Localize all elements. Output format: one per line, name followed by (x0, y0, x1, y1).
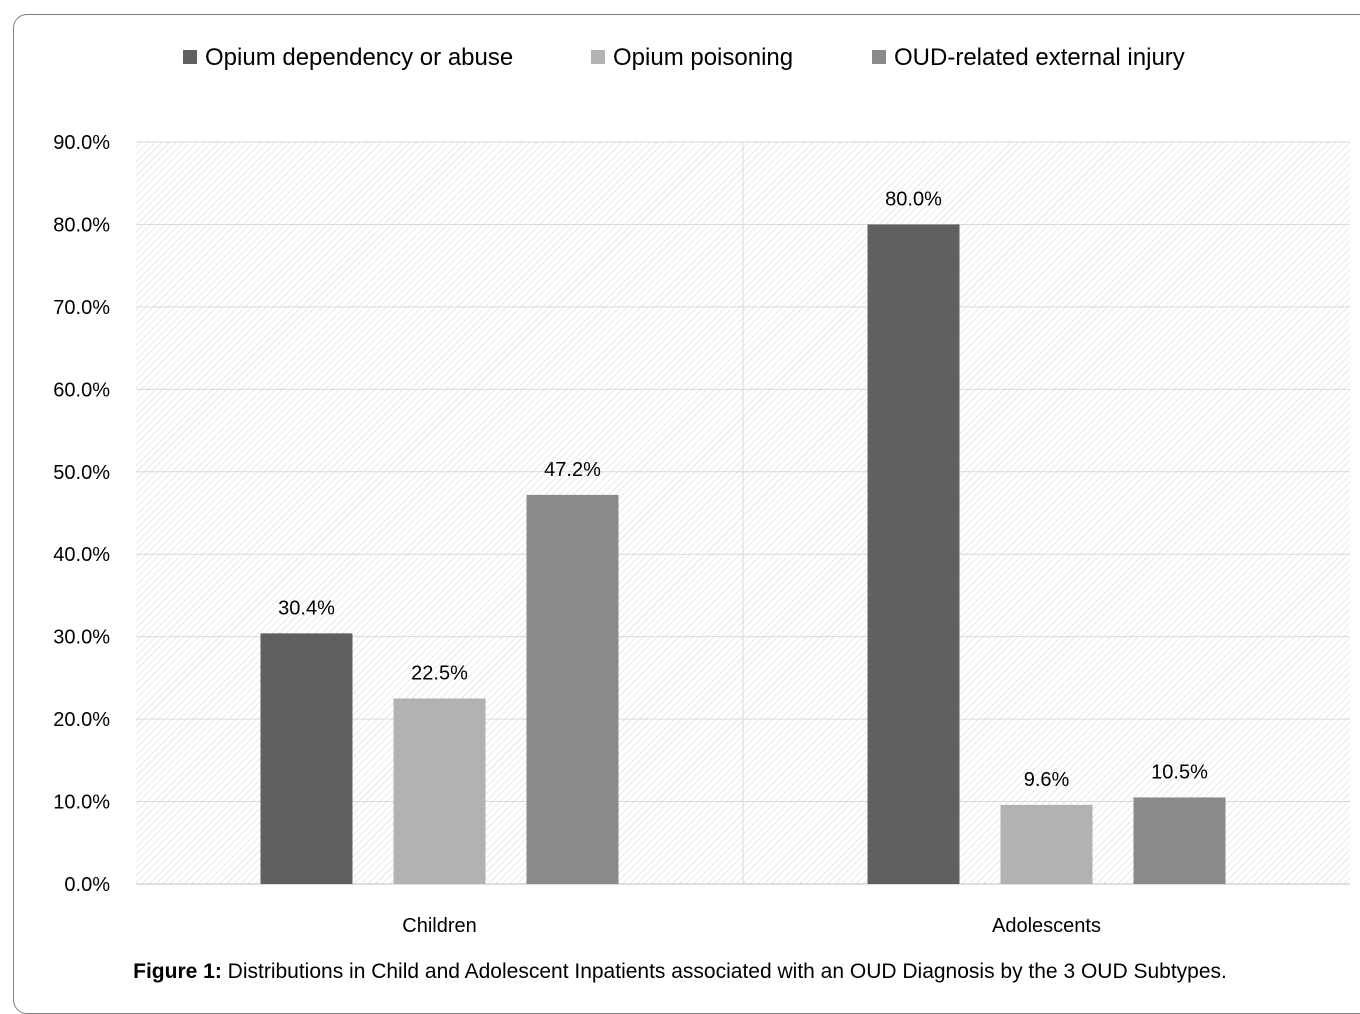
legend: Opium dependency or abuse Opium poisoning… (183, 44, 1185, 71)
x-axis-tick-labels: Children Adolescents (402, 915, 1101, 937)
y-tick-label: 70.0% (53, 297, 110, 319)
y-tick-label: 50.0% (53, 462, 110, 484)
y-tick-label: 20.0% (53, 709, 110, 731)
y-tick-label: 30.0% (53, 627, 110, 649)
y-tick-label: 60.0% (53, 379, 110, 401)
legend-label: Opium dependency or abuse (205, 44, 513, 71)
y-tick-label: 40.0% (53, 544, 110, 566)
legend-swatch (183, 50, 197, 64)
legend-swatch (872, 50, 886, 64)
x-tick-label: Children (402, 915, 476, 937)
bar-chart: 0.0% 10.0% 20.0% 30.0% 40.0% 50.0% 60.0% 70.0% 8… (53, 44, 1350, 937)
bar (867, 224, 960, 884)
legend-label: OUD-related external injury (894, 44, 1185, 71)
bars (260, 224, 1226, 884)
data-labels: 30.4% 22.5% 47.2% 80.0% 9.6% 10.5% (278, 188, 1208, 790)
legend-label: Opium poisoning (613, 44, 793, 71)
data-label: 10.5% (1151, 761, 1208, 783)
legend-swatch (591, 50, 605, 64)
x-tick-label: Adolescents (992, 915, 1101, 937)
y-tick-label: 90.0% (53, 132, 110, 154)
y-tick-label: 80.0% (53, 214, 110, 236)
data-label: 22.5% (411, 663, 468, 685)
y-axis-tick-labels: 0.0% 10.0% 20.0% 30.0% 40.0% 50.0% 60.0% 70.0% 8… (53, 132, 110, 896)
y-tick-label: 10.0% (53, 792, 110, 814)
bar (1000, 804, 1093, 884)
bar (260, 633, 353, 884)
data-label: 9.6% (1024, 769, 1070, 791)
data-label: 30.4% (278, 597, 335, 619)
figure-caption: Figure 1: Distributions in Child and Ado… (0, 960, 1360, 984)
figure-caption-text: Distributions in Child and Adolescent In… (221, 960, 1227, 983)
data-label: 47.2% (544, 459, 601, 481)
bar (1133, 797, 1226, 884)
data-label: 80.0% (885, 188, 942, 210)
y-tick-label: 0.0% (64, 874, 110, 896)
bar (393, 698, 486, 884)
figure-caption-label: Figure 1: (133, 960, 222, 983)
bar (526, 494, 619, 884)
